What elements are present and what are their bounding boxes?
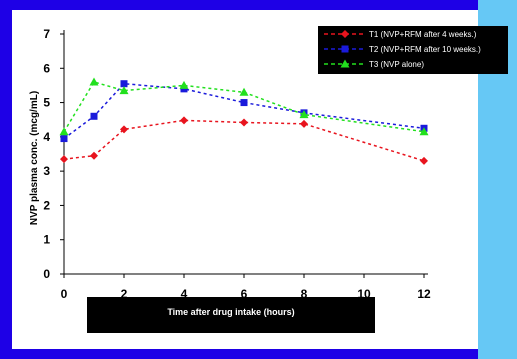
x-tick-label: 8 xyxy=(301,287,308,301)
y-tick-label: 2 xyxy=(43,198,50,212)
series-1-point xyxy=(180,116,188,125)
legend-label: T2 (NVP+RFM after 10 weeks.) xyxy=(369,45,481,54)
y-axis-title: NVP plasma conc. (mcg/mL) xyxy=(29,91,40,225)
x-tick-label: 2 xyxy=(121,287,128,301)
series-2-point xyxy=(120,80,128,88)
legend-entry-2: T2 (NVP+RFM after 10 weeks.) xyxy=(324,45,481,54)
series-1-point xyxy=(420,156,428,165)
series-1-point xyxy=(90,151,98,160)
x-tick-label: 4 xyxy=(181,287,188,301)
legend-marker xyxy=(341,30,349,38)
series-1-point xyxy=(240,118,248,127)
legend-label: T3 (NVP alone) xyxy=(369,60,424,69)
series-3-point xyxy=(59,127,69,136)
series-1-point xyxy=(60,155,68,164)
y-tick-label: 6 xyxy=(43,61,50,75)
x-tick-label: 6 xyxy=(241,287,248,301)
background-corner xyxy=(478,330,517,359)
series-2-point xyxy=(90,112,98,120)
series-3-point xyxy=(89,77,99,86)
y-tick-label: 1 xyxy=(43,233,50,247)
series-3-point xyxy=(299,110,309,119)
y-tick-label: 5 xyxy=(43,96,50,110)
legend-marker xyxy=(340,59,350,68)
x-tick-label: 0 xyxy=(61,287,68,301)
series-1-line xyxy=(63,119,425,162)
series-1 xyxy=(60,116,428,165)
x-axis-title: Time after drug intake (hours) xyxy=(167,307,294,317)
series-3 xyxy=(59,77,429,136)
legend-box xyxy=(318,26,508,74)
series-1-point xyxy=(300,119,308,128)
x-axis-title-box xyxy=(87,297,375,333)
series-3-point xyxy=(239,87,249,96)
legend-marker xyxy=(341,45,349,53)
series-2-point xyxy=(240,99,248,107)
series-3-point xyxy=(419,127,429,136)
x-tick-label: 12 xyxy=(417,287,431,301)
series-3-point xyxy=(119,86,129,95)
legend-entry-1: T1 (NVP+RFM after 4 weeks.) xyxy=(324,30,477,39)
y-tick-label: 0 xyxy=(43,267,50,281)
x-tick-label: 10 xyxy=(357,287,371,301)
legend-entry-3: T3 (NVP alone) xyxy=(324,59,424,69)
y-tick-label: 4 xyxy=(43,130,50,144)
series-3-point xyxy=(179,80,189,89)
legend-label: T1 (NVP+RFM after 4 weeks.) xyxy=(369,30,477,39)
series-2-point xyxy=(60,135,68,143)
y-tick-label: 3 xyxy=(43,164,50,178)
y-tick-label: 7 xyxy=(43,27,50,41)
series-1-point xyxy=(120,125,128,134)
